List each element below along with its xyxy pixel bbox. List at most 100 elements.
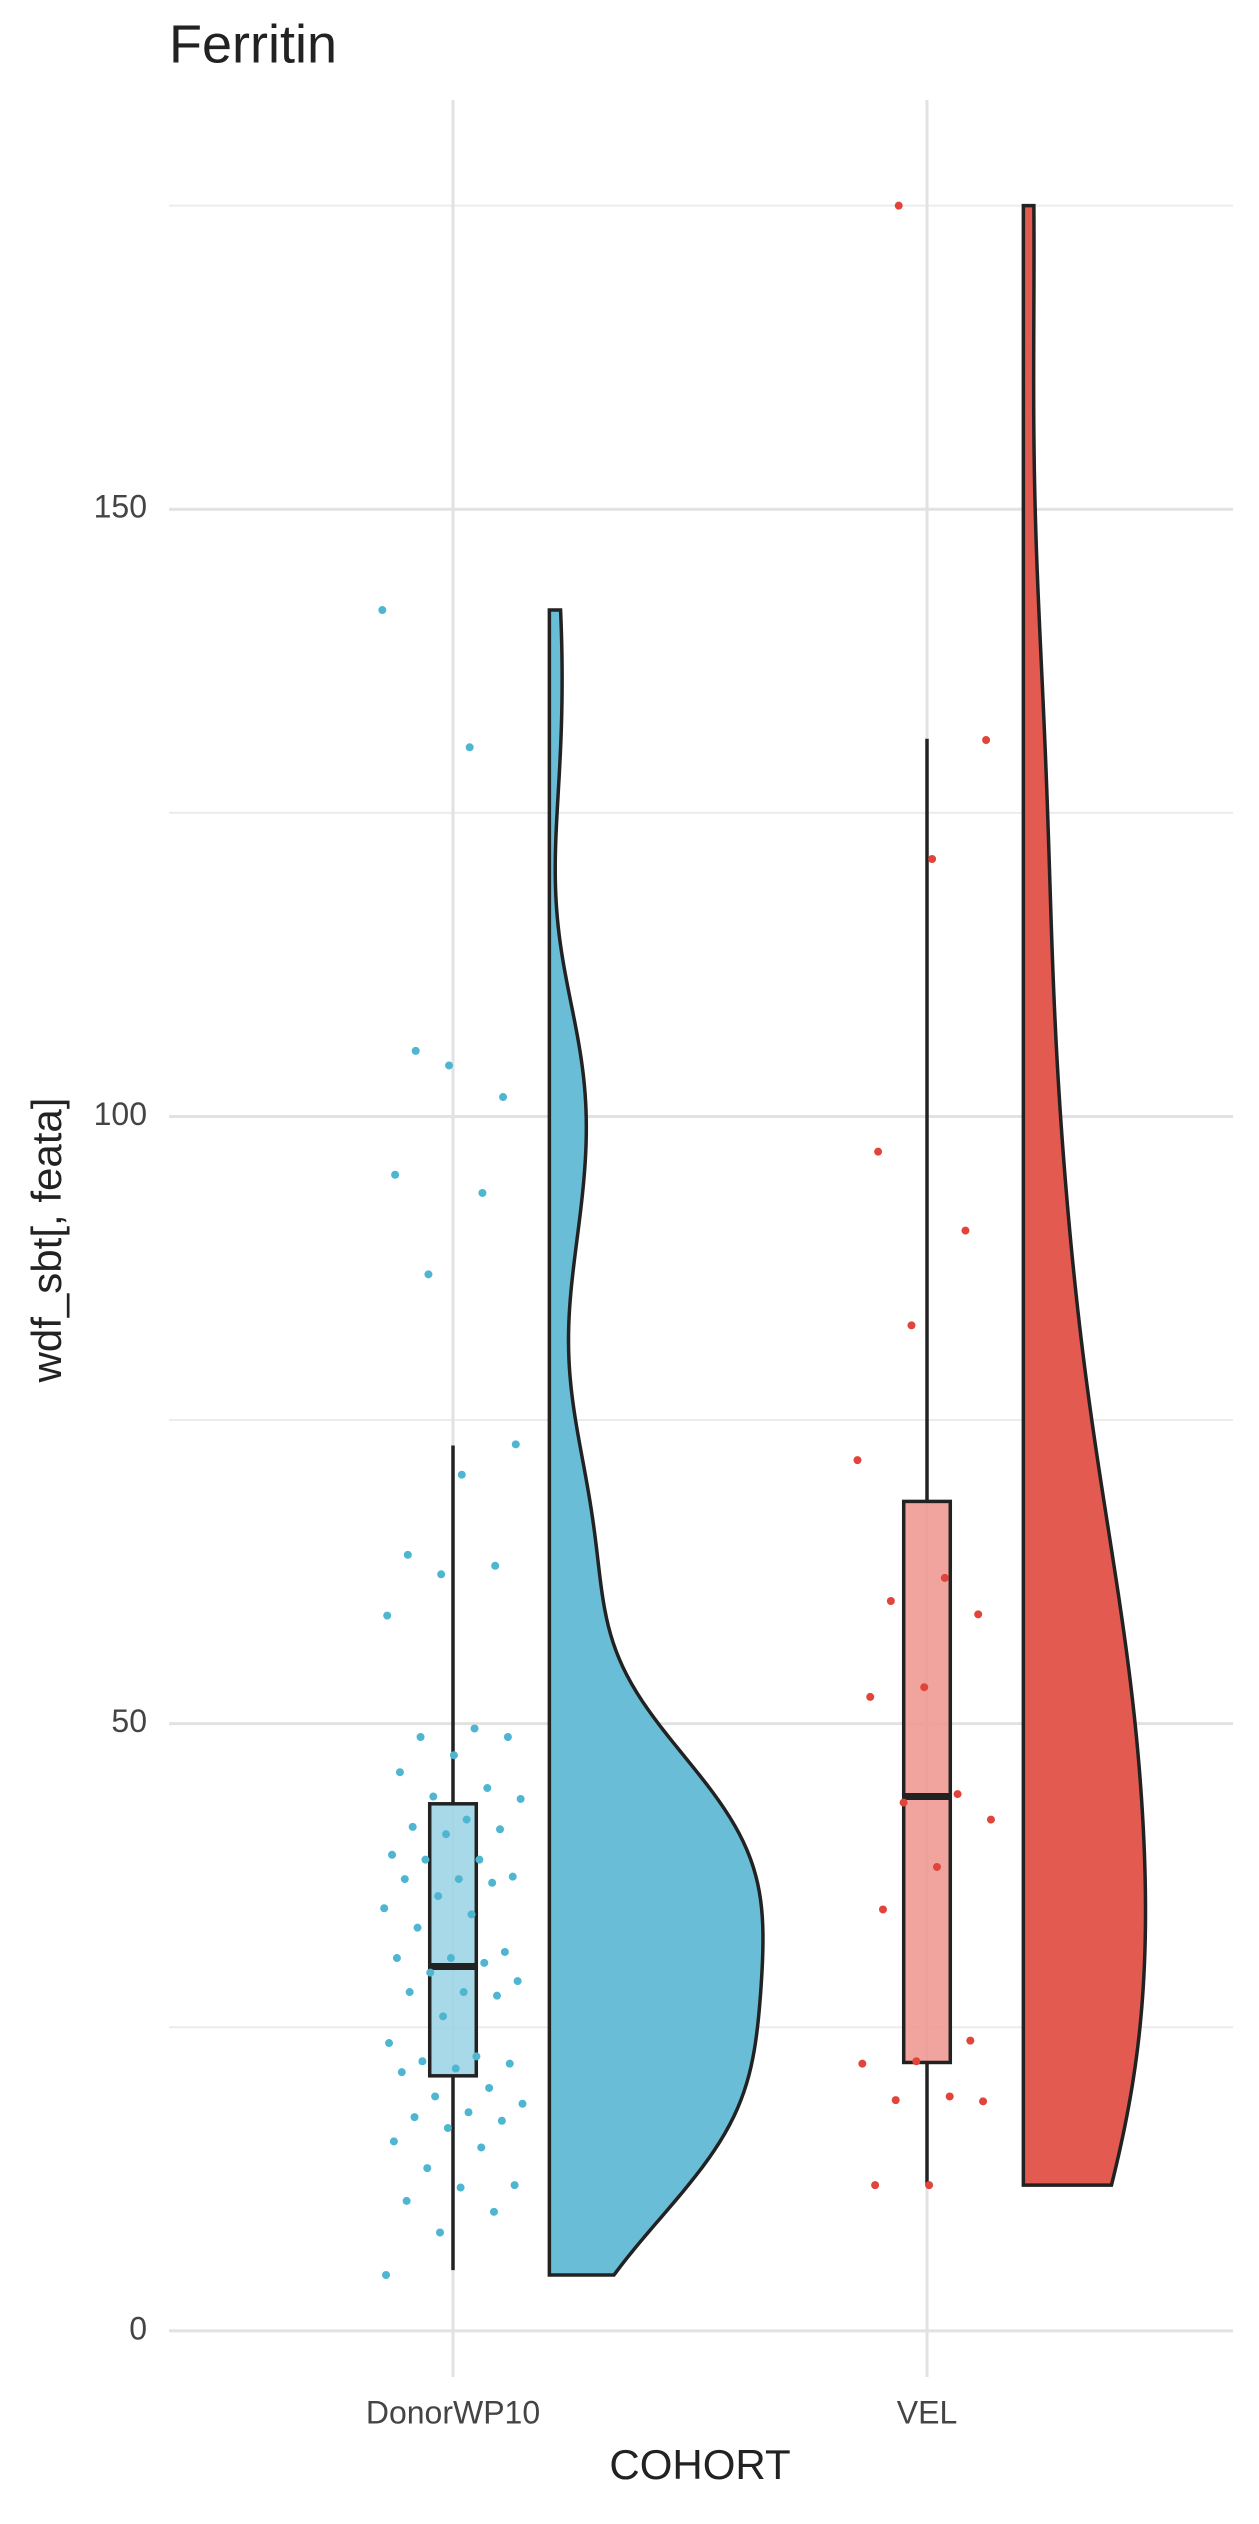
point (421, 1855, 430, 1864)
point (413, 1923, 422, 1932)
point (974, 1610, 983, 1619)
point (511, 1440, 520, 1449)
point (443, 2124, 452, 2133)
point (961, 1226, 970, 1235)
point (380, 1904, 389, 1913)
point (894, 201, 903, 210)
point (489, 2207, 498, 2216)
point (953, 1790, 962, 1799)
violin (1021, 203, 1148, 2187)
point (400, 1875, 409, 1884)
point (456, 2183, 465, 2192)
point (410, 2113, 419, 2122)
point (496, 1825, 505, 1834)
point (457, 1470, 466, 1479)
point (499, 1093, 508, 1102)
point (853, 1456, 862, 1465)
box (427, 1802, 479, 2078)
point (378, 606, 387, 615)
point (478, 1188, 487, 1197)
point (518, 2099, 527, 2108)
box (901, 1499, 953, 2065)
point (491, 1561, 500, 1570)
point (920, 1683, 929, 1692)
point (483, 1784, 492, 1793)
point (439, 2012, 448, 2021)
point (945, 2092, 954, 2101)
point (402, 2196, 411, 2205)
y-tick-label: 150 (94, 489, 147, 525)
point (966, 2036, 975, 2045)
point (925, 2181, 934, 2190)
point (462, 1815, 471, 1824)
point (472, 2052, 481, 2061)
point (403, 1550, 412, 1559)
violin (547, 608, 765, 2277)
point (516, 1794, 525, 1803)
x-tick-label: VEL (897, 2394, 957, 2430)
point (480, 1958, 489, 1967)
point (454, 1875, 463, 1884)
point (470, 1724, 479, 1733)
point (389, 2137, 398, 2146)
point (395, 1768, 404, 1777)
point (508, 1872, 517, 1881)
point (928, 855, 937, 863)
point (874, 1147, 883, 1156)
point (424, 1270, 433, 1279)
point (940, 1573, 949, 1582)
point (426, 1968, 435, 1977)
point (932, 1862, 941, 1871)
chart-title: Ferritin (169, 14, 337, 74)
point (475, 1855, 484, 1864)
y-tick-label: 0 (129, 2310, 147, 2346)
point (388, 1850, 397, 1859)
point (500, 1947, 509, 1956)
point (986, 1815, 995, 1824)
point (416, 1733, 425, 1742)
point (445, 1061, 454, 1070)
point (858, 2059, 867, 2068)
point (464, 2108, 473, 2117)
point (503, 1733, 512, 1742)
x-tick-label: DonorWP10 (366, 2394, 540, 2430)
point (423, 2164, 432, 2173)
point (477, 2143, 486, 2152)
y-tick-label: 50 (111, 1703, 147, 1739)
point (488, 1878, 497, 1887)
point (429, 1792, 438, 1801)
point (979, 2097, 988, 2106)
point (405, 1988, 414, 1997)
point (485, 2083, 494, 2092)
point (418, 2057, 427, 2066)
point (434, 1892, 443, 1901)
point (431, 2092, 440, 2101)
point (397, 2068, 406, 2077)
point (385, 2039, 394, 2048)
point (886, 1596, 895, 1605)
point (391, 1170, 400, 1179)
point (442, 1830, 451, 1839)
point (878, 1905, 887, 1914)
x-axis-label: COHORT (609, 2441, 790, 2488)
point (435, 2228, 444, 2237)
point (505, 2059, 514, 2068)
point (465, 743, 474, 752)
point (467, 1910, 476, 1919)
point (446, 1954, 455, 1963)
point (449, 1751, 458, 1760)
point (459, 1988, 468, 1997)
point (907, 1321, 916, 1330)
point (392, 1954, 401, 1963)
point (510, 2181, 519, 2190)
y-axis-label: wdf_sbt[, feata] (23, 1098, 70, 1384)
point (912, 2057, 921, 2066)
point (871, 2181, 880, 2190)
point (382, 2270, 391, 2279)
point (451, 2064, 460, 2073)
point (497, 2116, 506, 2125)
point (437, 1570, 446, 1579)
point (408, 1822, 417, 1831)
